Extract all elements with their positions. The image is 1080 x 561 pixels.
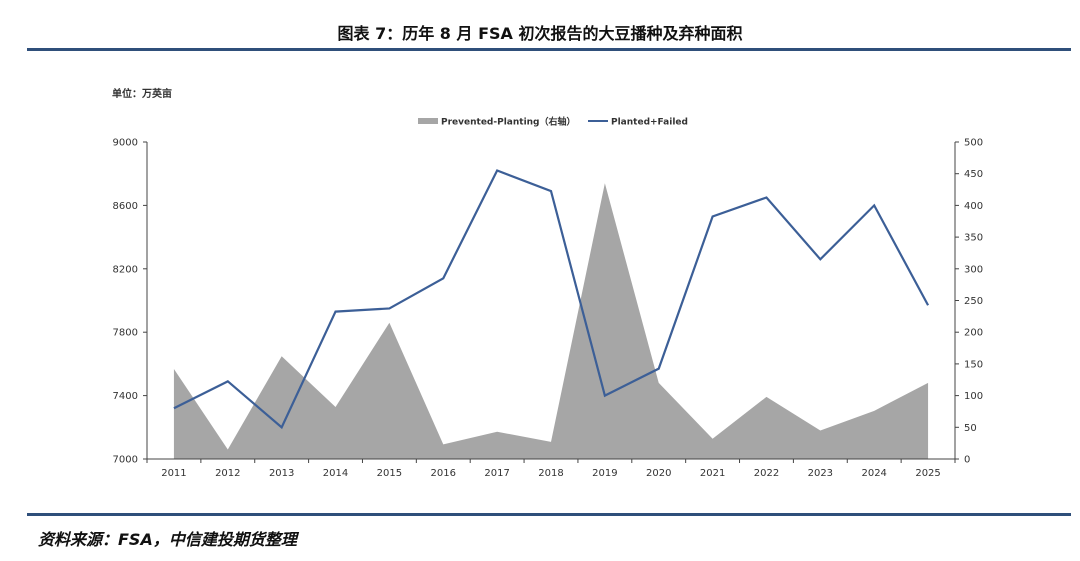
- legend: Prevented-Planting（右轴） Planted+Failed: [418, 116, 688, 128]
- x-tick-label: 2022: [754, 468, 779, 479]
- chart-title: 图表 7：历年 8 月 FSA 初次报告的大豆播种及弃种面积: [337, 24, 743, 43]
- x-tick-label: 2015: [377, 468, 402, 479]
- plot-area: 7000 7400 7800 8200 8600 9000 0 50 100 150 200 250 3…: [113, 138, 984, 480]
- right-tick-label: 500: [964, 138, 983, 149]
- bottom-divider: [27, 513, 1071, 516]
- legend-swatch-prevented-planting: [418, 118, 438, 124]
- x-tick-label: 2016: [431, 468, 456, 479]
- x-tick-label: 2020: [646, 468, 671, 479]
- x-tick-label: 2023: [808, 468, 833, 479]
- x-tick-label: 2024: [861, 468, 886, 479]
- right-tick-label: 400: [964, 201, 983, 212]
- left-tick-label: 9000: [113, 138, 138, 149]
- right-tick-label: 300: [964, 264, 983, 275]
- right-tick-label: 50: [964, 423, 977, 434]
- x-tick-label: 2011: [161, 468, 186, 479]
- unit-label: 单位：万英亩: [112, 87, 172, 100]
- x-tick-label: 2025: [915, 468, 940, 479]
- right-tick-label: 150: [964, 359, 983, 370]
- x-tick-label: 2021: [700, 468, 725, 479]
- x-tick-label: 2012: [215, 468, 240, 479]
- top-divider: [27, 48, 1071, 51]
- prevented-planting-area: [173, 183, 929, 459]
- left-tick-label: 7800: [113, 328, 138, 339]
- right-tick-label: 200: [964, 328, 983, 339]
- left-tick-label: 7000: [113, 455, 138, 466]
- left-tick-label: 7400: [113, 391, 138, 402]
- legend-label-planted-failed: Planted+Failed: [611, 118, 688, 128]
- legend-label-prevented-planting: Prevented-Planting（右轴）: [441, 116, 576, 128]
- x-tick-label: 2014: [323, 468, 348, 479]
- x-tick-label: 2019: [592, 468, 617, 479]
- right-tick-label: 100: [964, 391, 983, 402]
- x-tick-label: 2018: [538, 468, 563, 479]
- right-tick-label: 0: [964, 455, 970, 466]
- source-note: 资料来源：FSA，中信建投期货整理: [38, 530, 297, 549]
- x-tick-label: 2017: [484, 468, 509, 479]
- right-tick-label: 450: [964, 169, 983, 180]
- right-tick-label: 250: [964, 296, 983, 307]
- right-tick-label: 350: [964, 233, 983, 244]
- left-tick-label: 8200: [113, 264, 138, 275]
- x-tick-label: 2013: [269, 468, 294, 479]
- left-tick-label: 8600: [113, 201, 138, 212]
